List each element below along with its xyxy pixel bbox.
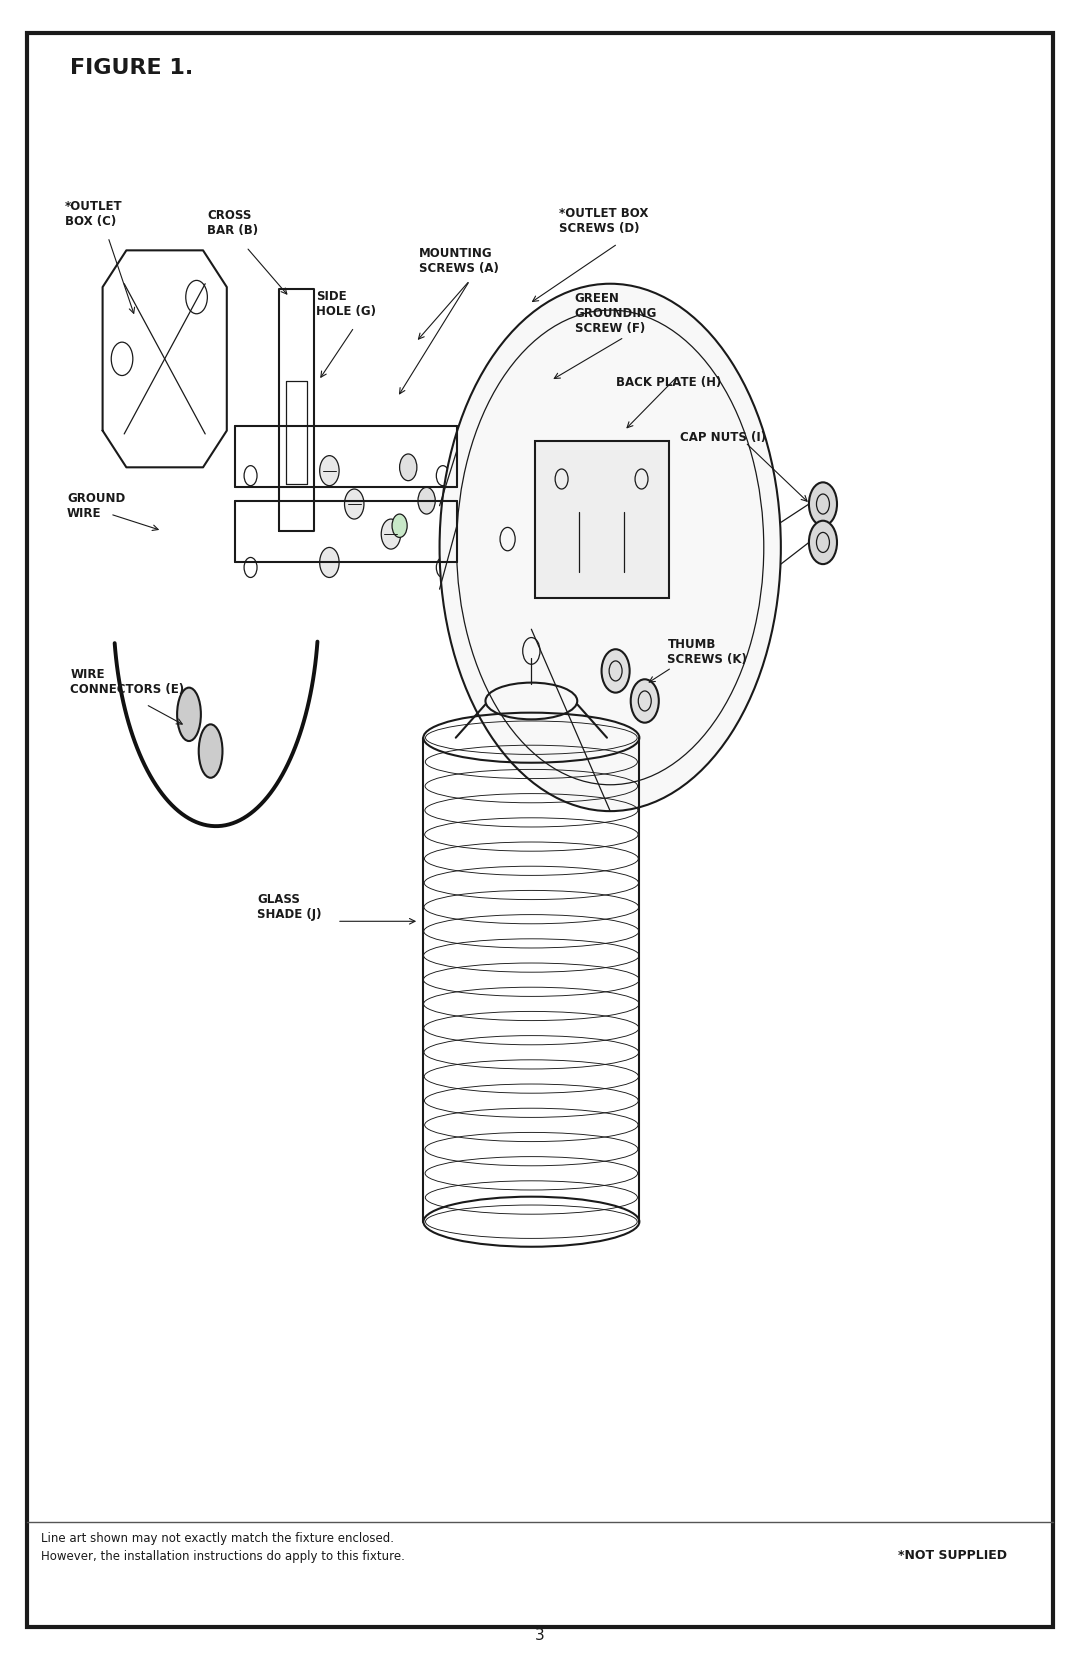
Text: CAP NUTS (I): CAP NUTS (I) — [680, 431, 767, 444]
Circle shape — [809, 482, 837, 526]
FancyBboxPatch shape — [535, 441, 669, 598]
Text: *OUTLET
BOX (C): *OUTLET BOX (C) — [65, 200, 122, 229]
Circle shape — [392, 514, 407, 537]
Ellipse shape — [199, 724, 222, 778]
Text: *OUTLET BOX
SCREWS (D): *OUTLET BOX SCREWS (D) — [559, 207, 649, 235]
Text: GROUND
WIRE: GROUND WIRE — [67, 492, 125, 521]
Text: GLASS
SHADE (J): GLASS SHADE (J) — [257, 893, 322, 921]
Text: CROSS
BAR (B): CROSS BAR (B) — [207, 209, 258, 237]
Text: Line art shown may not exactly match the fixture enclosed.
However, the installa: Line art shown may not exactly match the… — [41, 1532, 405, 1564]
Circle shape — [631, 679, 659, 723]
Text: BACK PLATE (H): BACK PLATE (H) — [616, 376, 721, 389]
Circle shape — [440, 284, 781, 811]
Text: *NOT SUPPLIED: *NOT SUPPLIED — [897, 1549, 1007, 1562]
Text: FIGURE 1.: FIGURE 1. — [70, 58, 193, 78]
Text: WIRE
CONNECTORS (E): WIRE CONNECTORS (E) — [70, 668, 185, 696]
Circle shape — [320, 547, 339, 577]
Circle shape — [345, 489, 364, 519]
Circle shape — [381, 519, 401, 549]
Text: THUMB
SCREWS (K): THUMB SCREWS (K) — [667, 638, 747, 666]
Text: 3: 3 — [535, 1629, 545, 1642]
Text: GREEN
GROUNDING
SCREW (F): GREEN GROUNDING SCREW (F) — [575, 292, 657, 335]
Ellipse shape — [177, 688, 201, 741]
Circle shape — [602, 649, 630, 693]
Text: SIDE
HOLE (G): SIDE HOLE (G) — [316, 290, 377, 319]
Circle shape — [400, 454, 417, 481]
Text: MOUNTING
SCREWS (A): MOUNTING SCREWS (A) — [419, 247, 499, 275]
Circle shape — [320, 456, 339, 486]
Circle shape — [809, 521, 837, 564]
Circle shape — [418, 487, 435, 514]
